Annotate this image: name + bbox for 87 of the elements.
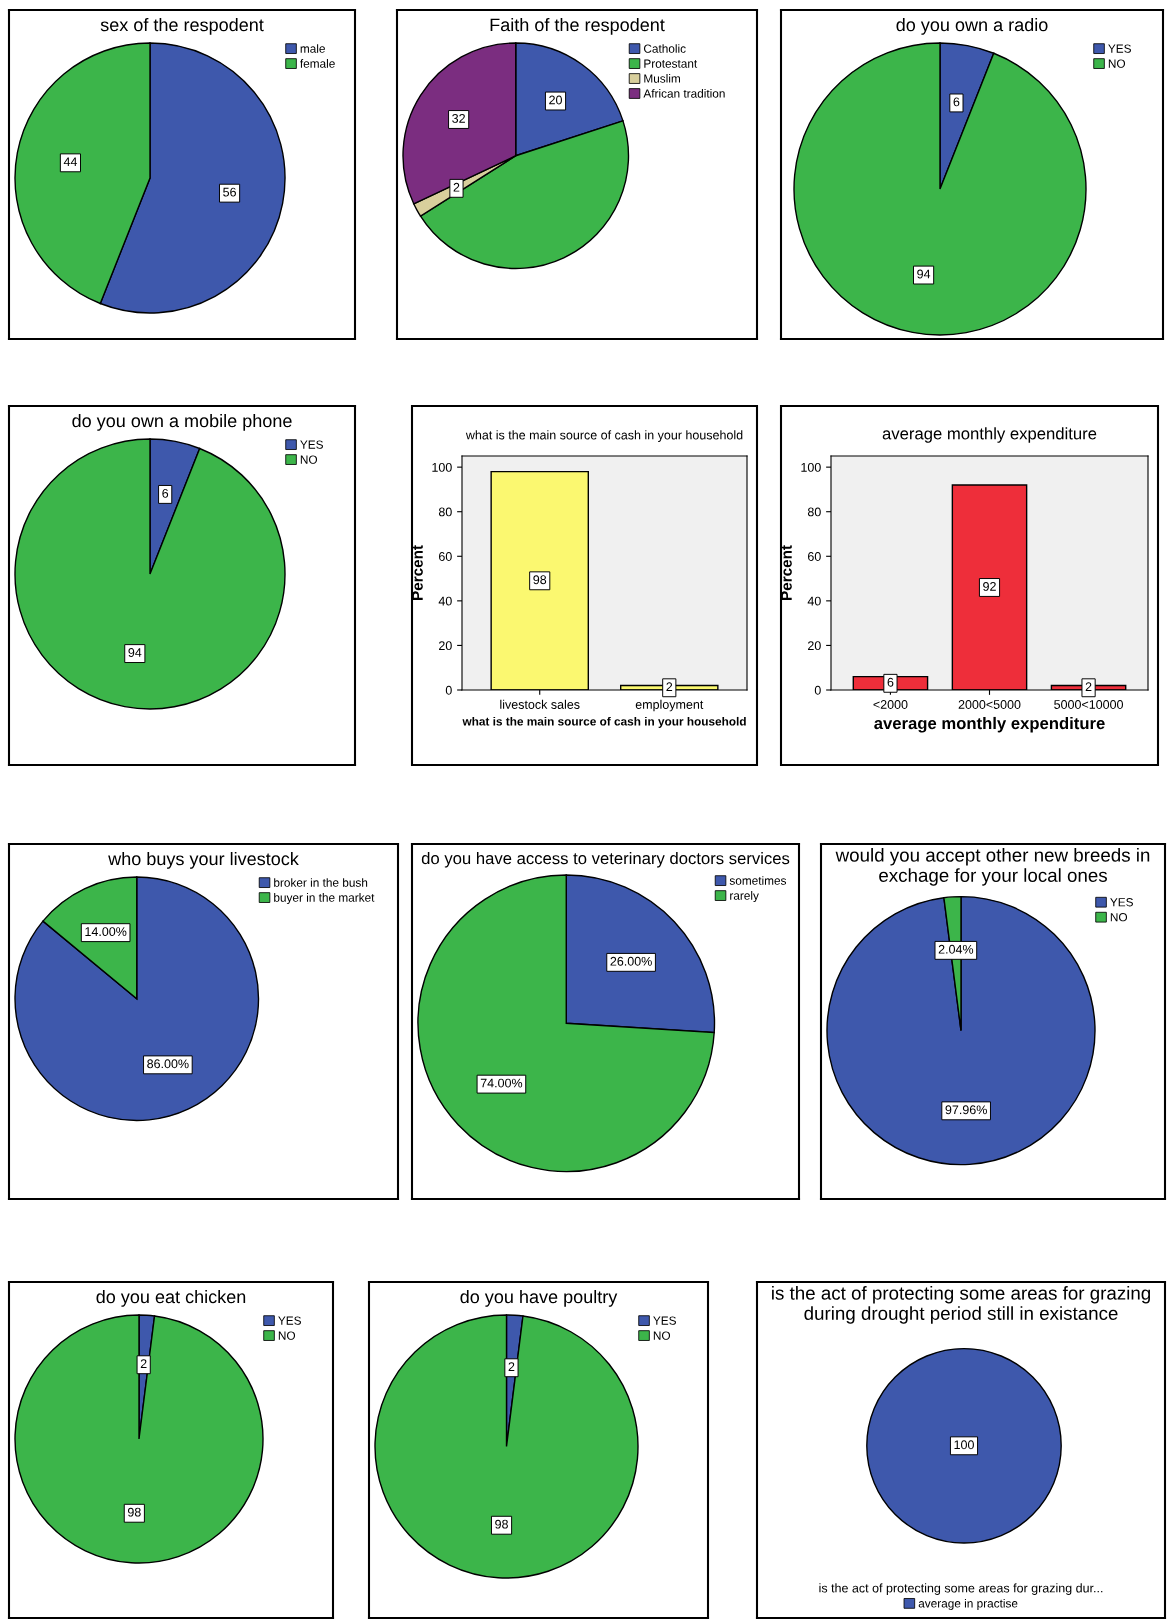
y-tick-label: 40 xyxy=(807,596,821,606)
data-label: 6 xyxy=(162,488,169,498)
y-tick-label: 0 xyxy=(814,685,821,695)
legend-label: YES xyxy=(1110,898,1133,907)
pie-slice xyxy=(417,874,715,1173)
y-tick-label: 80 xyxy=(807,507,821,517)
pie-slice xyxy=(14,1314,264,1564)
y-tick-label: 20 xyxy=(808,641,821,651)
legend-label: buyer in the market xyxy=(274,893,375,905)
legend-label: YES xyxy=(1108,44,1131,53)
legend-label: sometimes xyxy=(729,876,787,885)
legend-label: Protestant xyxy=(644,59,698,68)
y-tick-label: 0 xyxy=(445,685,452,695)
legend-label: YES xyxy=(278,1316,301,1325)
x-tick-label: <2000 xyxy=(873,700,908,709)
legend-label: broker in the bush xyxy=(274,878,368,887)
data-label: 2.04% xyxy=(938,944,974,954)
chart-title: do you have poultry xyxy=(460,1290,618,1307)
legend-label: African tradition xyxy=(643,89,725,98)
data-label: 94 xyxy=(128,648,142,657)
data-label: 98 xyxy=(533,575,547,585)
pie-slice xyxy=(793,42,1087,336)
legend-label: Muslim xyxy=(644,74,680,83)
x-tick-label: 5000<10000 xyxy=(1054,700,1124,709)
chart-title: would you accept other new breeds in exchage for your local ones xyxy=(835,848,1150,886)
y-tick-label: 80 xyxy=(438,507,452,517)
legend-label: NO xyxy=(300,455,318,464)
data-label: 6 xyxy=(887,677,894,687)
x-tick-label: 2000<5000 xyxy=(958,700,1021,709)
legend-label: rarely xyxy=(730,891,759,903)
pie-slice xyxy=(374,1314,639,1579)
y-axis-title: Percent xyxy=(781,545,792,600)
legend-label: NO xyxy=(1108,59,1126,68)
x-tick-label: livestock sales xyxy=(500,699,580,709)
chart-title: Faith of the respodent xyxy=(490,18,665,35)
data-label: 2 xyxy=(666,682,673,691)
chart-title: sex of the respodent xyxy=(100,18,264,35)
legend-label: female xyxy=(300,59,335,68)
legend-label: NO xyxy=(278,1331,296,1340)
data-label: 32 xyxy=(452,114,465,123)
legend-label: male xyxy=(300,44,325,53)
data-label: 2 xyxy=(140,1359,147,1368)
y-tick-label: 60 xyxy=(808,552,821,561)
y-tick-label: 60 xyxy=(439,552,452,561)
x-tick-label: employment xyxy=(635,699,704,712)
legend-label: YES xyxy=(653,1316,676,1325)
y-tick-label: 100 xyxy=(801,462,821,472)
legend-label: NO xyxy=(653,1331,671,1340)
data-label: 14.00% xyxy=(85,927,127,937)
pie-slice xyxy=(14,438,286,710)
chart-title: is the act of protecting some areas for grazing during drought period still in existance xyxy=(772,1286,1151,1324)
legend-label: NO xyxy=(1110,913,1128,922)
legend-title: is the act of protecting some areas for grazing dur... xyxy=(819,1583,1103,1595)
data-label: 92 xyxy=(983,581,996,591)
data-label: 2 xyxy=(453,182,460,192)
pie-slice xyxy=(826,895,1096,1166)
legend-label: average in practise xyxy=(918,1598,1018,1610)
data-label: 97.96% xyxy=(945,1105,987,1115)
data-label: 20 xyxy=(549,95,562,105)
data-label: 86.00% xyxy=(147,1059,189,1069)
y-tick-label: 40 xyxy=(438,596,452,606)
legend-label: Catholic xyxy=(643,44,686,53)
data-label: 56 xyxy=(223,187,236,197)
chart-title: do you eat chicken xyxy=(96,1290,246,1307)
y-tick-label: 100 xyxy=(432,462,452,472)
chart-title: do you have access to veterinary doctors services xyxy=(421,852,790,868)
data-label: 44 xyxy=(63,157,78,167)
chart-title: who buys your livestock xyxy=(108,852,299,869)
data-label: 100 xyxy=(954,1440,974,1450)
y-tick-label: 20 xyxy=(439,641,452,651)
x-axis-title: what is the main source of cash in your household xyxy=(462,716,746,728)
chart-title: do you own a mobile phone xyxy=(72,414,292,431)
chart-title: what is the main source of cash in your household xyxy=(465,430,743,442)
legend-label: YES xyxy=(300,440,323,449)
data-label: 2 xyxy=(1085,682,1092,691)
x-axis-title: average monthly expenditure xyxy=(874,716,1105,733)
data-label: 6 xyxy=(953,97,960,107)
data-label: 26.00% xyxy=(610,956,652,966)
data-label: 98 xyxy=(127,1507,141,1517)
data-label: 2 xyxy=(508,1362,515,1371)
data-label: 94 xyxy=(917,269,931,279)
chart-title: average monthly expenditure xyxy=(882,427,1097,443)
chart-title: do you own a radio xyxy=(896,18,1048,35)
y-axis-title: Percent xyxy=(412,545,423,600)
pie-slice xyxy=(14,876,260,1122)
data-label: 98 xyxy=(495,1519,508,1529)
data-label: 74.00% xyxy=(480,1078,523,1088)
